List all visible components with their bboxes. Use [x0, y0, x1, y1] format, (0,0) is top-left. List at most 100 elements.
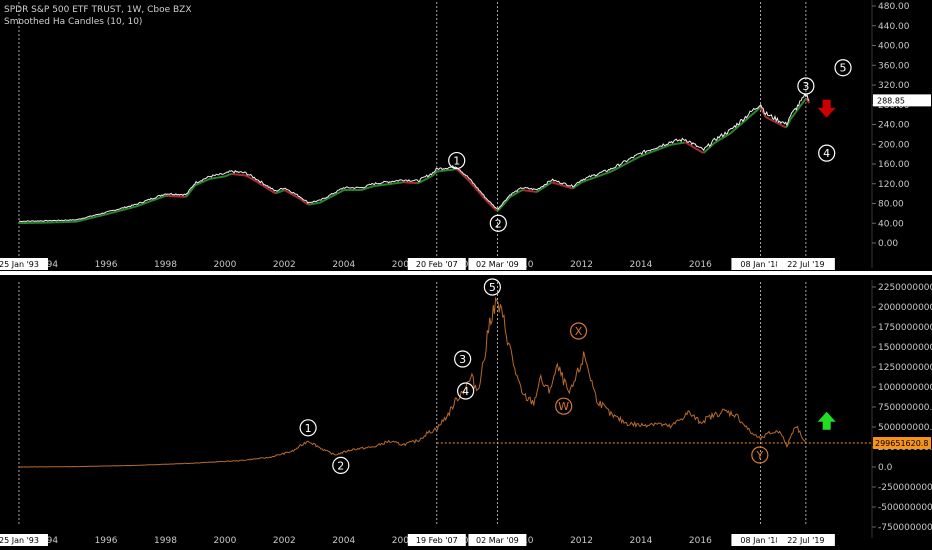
ha-candle-segment	[497, 208, 500, 212]
ha-candle-segment	[303, 201, 307, 204]
ha-candle-segment	[254, 180, 258, 183]
price-wave-label: 2	[495, 217, 502, 230]
price-x-tick-label: 1998	[154, 260, 177, 270]
ha-candle-segment	[428, 175, 431, 179]
price-date-tag-bg	[731, 258, 790, 270]
ha-candle-segment	[298, 197, 302, 201]
ha-candle-segment	[629, 160, 632, 163]
ha-candle-segment	[427, 176, 430, 179]
ha-candle-segment	[462, 174, 466, 178]
ha-candle-segment	[469, 182, 473, 185]
price-date-tag-bg	[0, 258, 48, 270]
ha-candle-segment	[268, 188, 271, 191]
volume-wave-label: 3	[459, 353, 466, 366]
ha-candle-segment	[492, 206, 496, 210]
ha-candle-segment	[431, 173, 435, 177]
price-x-tick-label: 2000	[213, 260, 236, 270]
volume-wave-label: W	[558, 400, 569, 413]
ha-candle-segment	[516, 191, 519, 194]
ha-candle-segment	[338, 191, 341, 194]
ha-candle-segment	[207, 178, 210, 181]
ha-candle-segment	[284, 189, 287, 193]
ha-candle-segment	[296, 196, 299, 199]
ha-candle-segment	[764, 115, 768, 119]
ha-candle-segment	[285, 190, 289, 193]
price-y-tick-label: 320.00	[878, 81, 910, 91]
ha-candle-segment	[691, 145, 694, 148]
ha-candle-segment	[337, 191, 340, 195]
price-x-tick-label: 2012	[570, 260, 593, 270]
ha-candle-segment	[262, 184, 265, 187]
ha-candle-segment	[323, 198, 327, 202]
price-wave-label: 1	[453, 155, 460, 168]
ha-candle-segment	[306, 202, 309, 206]
price-last-tag: 288.85	[877, 96, 905, 105]
ha-candle-segment	[465, 177, 468, 180]
ha-candle-segment	[474, 187, 478, 191]
panel-separator	[0, 271, 932, 275]
ha-candle-segment	[702, 150, 706, 154]
ha-candle-segment	[511, 194, 514, 197]
volume-y-tick-label: 2000000000.0	[878, 303, 932, 313]
ha-candle-segment	[700, 150, 703, 154]
ha-candle-segment	[464, 175, 467, 179]
ha-candle-segment	[543, 185, 547, 188]
ha-candle-segment	[328, 196, 331, 199]
ha-candle-segment	[610, 170, 613, 173]
ha-candle-segment	[251, 177, 254, 181]
ha-candle-segment	[466, 178, 469, 181]
ha-candle-segment	[752, 111, 756, 115]
ha-candle-segment	[202, 180, 205, 183]
ha-candle-segment	[506, 197, 510, 201]
ha-candle-segment	[515, 192, 518, 195]
volume-y-tick-label: -500000000.0	[878, 503, 932, 513]
volume-last-tag: 299651620.8	[875, 439, 928, 448]
volume-x-tick-label: 2002	[273, 536, 296, 546]
ha-candle-segment	[332, 194, 335, 197]
ha-candle-segment	[687, 143, 690, 146]
ha-candle-segment	[264, 186, 267, 189]
ha-candle-segment	[502, 203, 505, 206]
volume-wave-circle	[457, 382, 475, 400]
ha-candle-segment	[728, 132, 731, 136]
ha-candle-segment	[741, 121, 744, 125]
ha-candle-segment	[713, 141, 717, 144]
ha-candle-segment	[505, 199, 509, 202]
ha-candle-segment	[289, 192, 292, 195]
ha-candle-segment	[204, 179, 206, 183]
ha-candle-segment	[500, 204, 504, 208]
price-wave-label: 4	[823, 147, 830, 160]
ha-candle-segment	[733, 127, 737, 131]
ha-candle-segment	[704, 149, 707, 153]
ha-candle-segment	[417, 181, 421, 184]
volume-x-tick-label: 2016	[689, 536, 712, 546]
ha-candle-segment	[618, 165, 621, 169]
ha-candle-segment	[717, 139, 720, 142]
price-y-tick-label: 480.00	[878, 2, 910, 12]
price-date-tag: 08 Jan '18	[740, 260, 780, 269]
ha-candle-segment	[302, 200, 305, 203]
price-wave-circle	[489, 214, 507, 232]
ha-candle-segment	[778, 122, 781, 126]
ha-candle-segment	[245, 174, 248, 178]
ha-candle-segment	[635, 157, 638, 160]
ha-candle-segment	[698, 149, 701, 152]
ha-candle-segment	[578, 182, 581, 185]
ha-candle-segment	[763, 113, 767, 118]
arrow-up-icon	[817, 411, 836, 430]
ha-candle-segment	[425, 177, 428, 181]
volume-date-tag-bg	[0, 534, 48, 546]
price-wave-circle	[834, 59, 852, 77]
volume-wave-circle	[569, 322, 588, 340]
ha-candle-segment	[782, 125, 785, 128]
ha-candle-segment	[711, 143, 714, 147]
ha-candle-segment	[252, 178, 255, 182]
ha-candle-segment	[246, 175, 249, 178]
ha-candle-segment	[320, 200, 323, 204]
ha-candle-segment	[693, 146, 696, 150]
ha-candle-segment	[614, 168, 617, 171]
ha-candle-segment	[192, 184, 196, 188]
volume-wave-circle	[555, 397, 573, 415]
ha-candle-segment	[766, 116, 769, 120]
volume-x-tick-label: 2006	[392, 536, 415, 546]
